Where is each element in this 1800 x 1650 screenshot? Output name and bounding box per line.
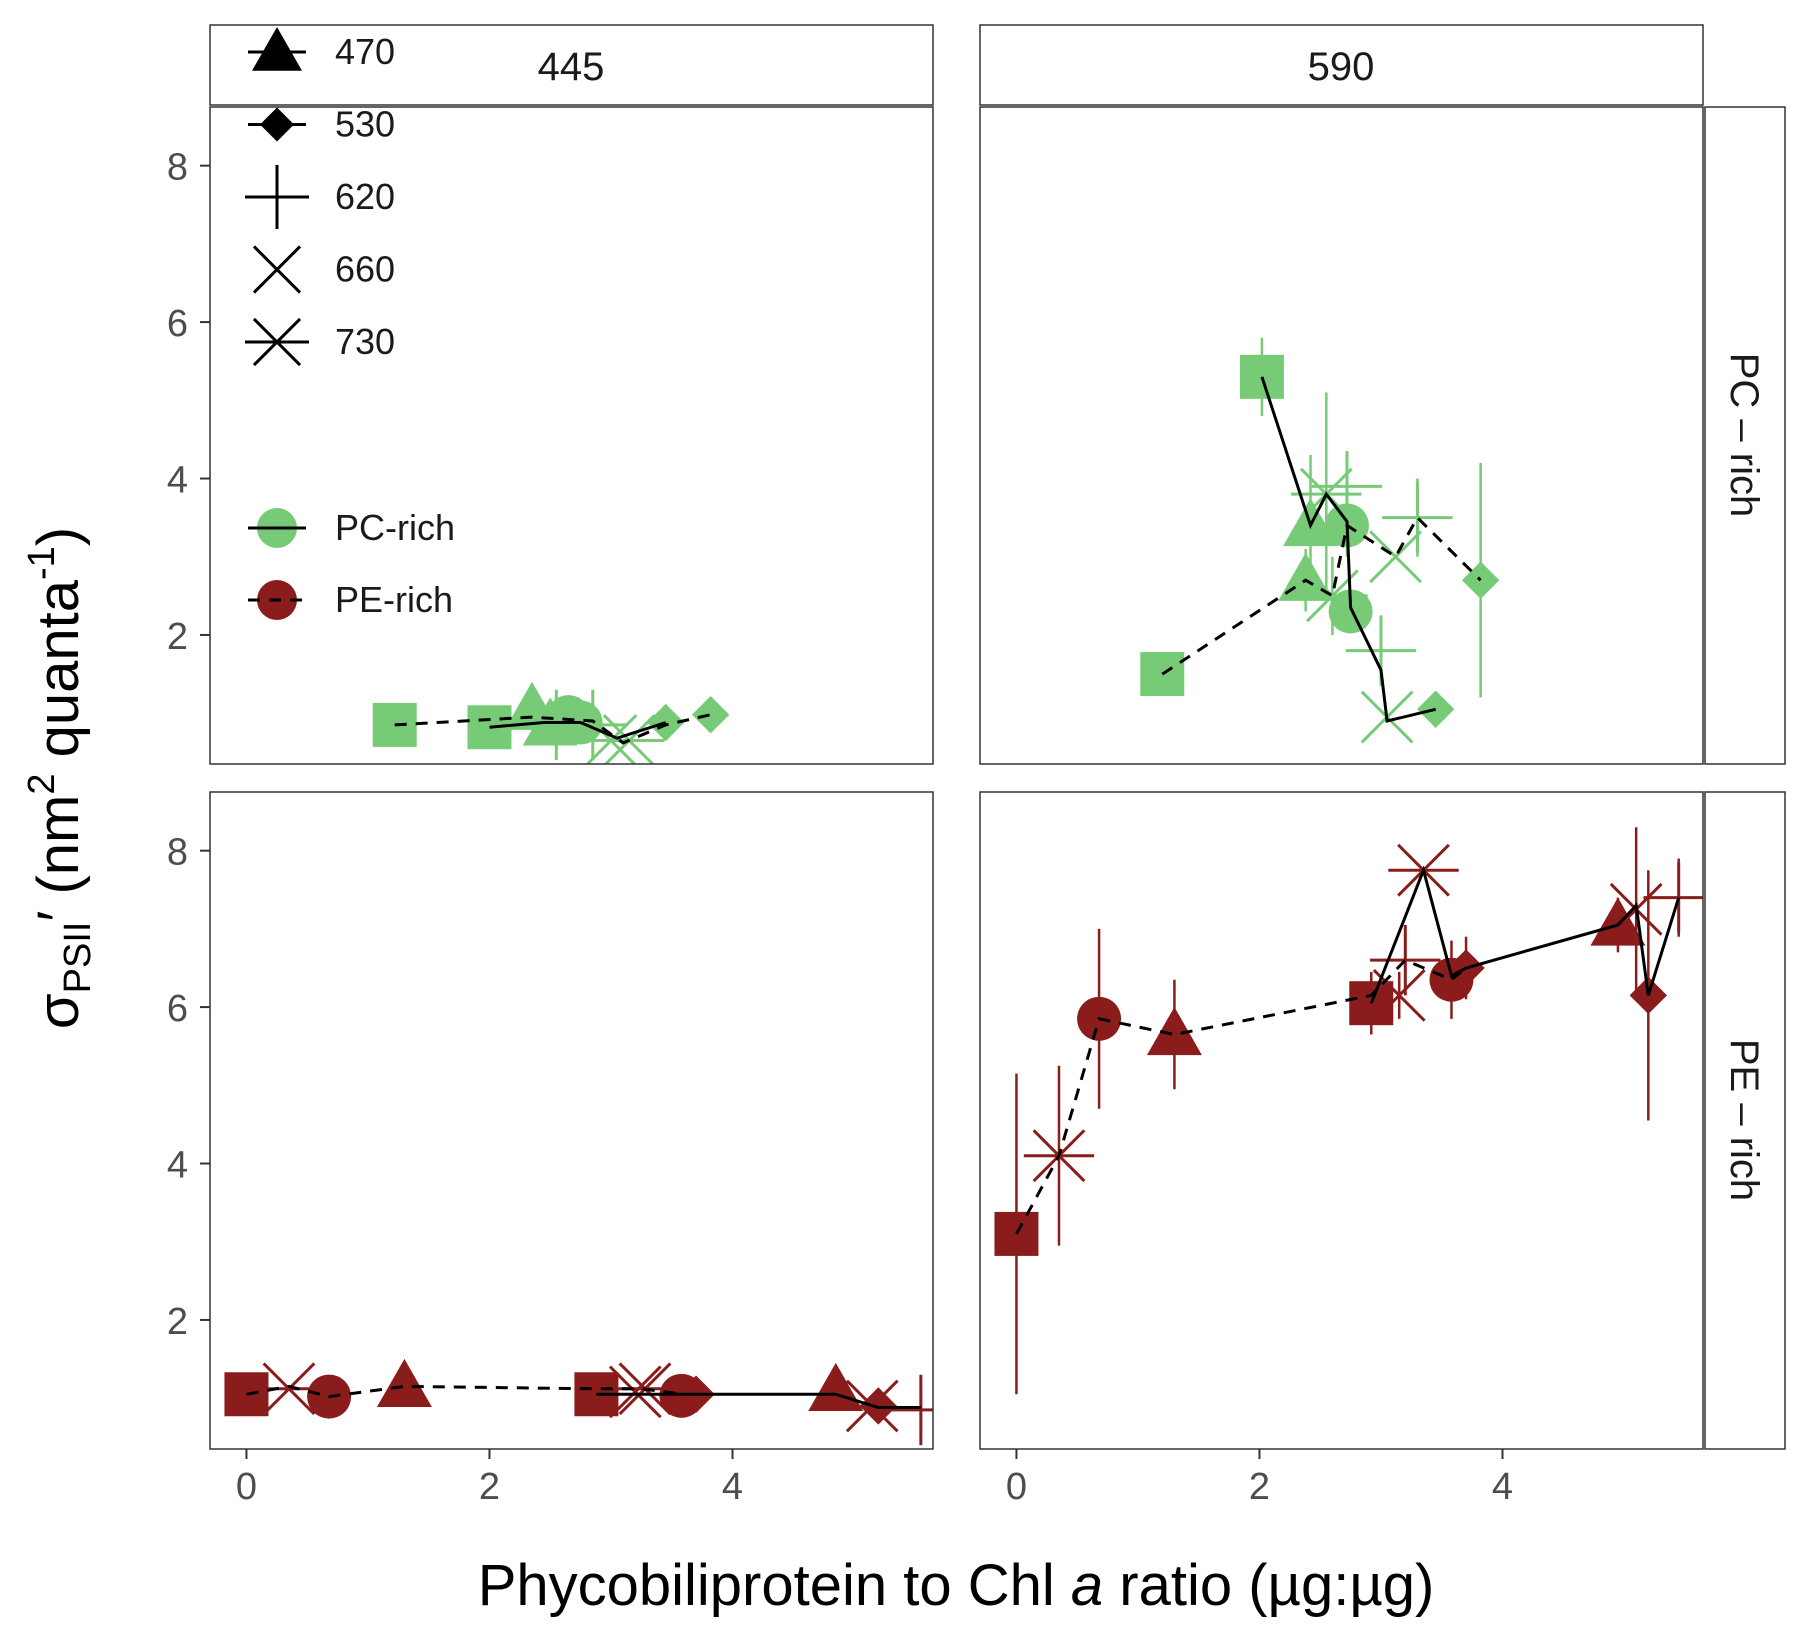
group-legend: PC-rich PE-rich [248,507,455,620]
series-line-solid [1369,865,1681,1004]
panel-590-pe-rich [979,791,1704,1450]
x-tick-label: 4 [1492,1466,1513,1508]
panel-border [979,106,1704,765]
shape-legend-item-620: 620 [245,165,395,229]
panel-background [210,792,933,1449]
facet-column-label-445: 445 [538,45,605,89]
data-point-diamond [691,696,730,734]
x-tick-label: 2 [479,1466,500,1508]
data-point-cross [1369,530,1422,584]
series-line-solid [489,721,667,740]
panel-445-pc-rich [209,106,934,765]
y-tick-label: 4 [167,460,188,502]
data-point-plus [557,689,628,761]
y-tick-label: 8 [167,832,188,874]
series-line-solid [1260,376,1437,723]
y-tick-label: 2 [167,1301,188,1343]
data-point-plus [1311,451,1383,522]
panel-border [209,106,934,765]
x-axis-right: 0 2 4 [1006,1449,1513,1508]
panel-445-pe-rich [209,791,934,1450]
data-point-plus [1382,482,1453,553]
data-point-plus [1370,924,1441,996]
cross-icon [252,245,302,294]
y-tick-label: 4 [167,1145,188,1187]
data-point-cross [608,1365,662,1419]
group-legend-item-PC-rich: PC-rich [248,507,455,548]
facet-row-label-pc-rich: PC – rich [1722,353,1766,518]
y-axis-title: σPSII′ (nm2 quanta-1) [21,527,99,1029]
series-line-dashed [1015,958,1468,1235]
panel-border [979,791,1704,1450]
triangle-icon [252,27,302,71]
shape-legend-label: 530 [335,104,395,145]
group-legend-item-PE-rich: PE-rich [248,579,453,620]
data-point-triangle [1590,897,1646,946]
x-axis-title: Phycobiliprotein to Chl a ratio (µg:µg) [478,1553,1435,1618]
data-point-circle [1328,589,1373,634]
series-line-solid [596,1392,921,1409]
data-point-diamond [1461,561,1500,599]
x-tick-label: 2 [1249,1466,1270,1508]
plus-icon [245,165,309,229]
data-point-plus [885,1374,933,1446]
group-legend-label: PE-rich [335,579,453,620]
asterisk-icon [245,317,309,367]
series-line-dashed [394,713,711,745]
shape-legend-item-530: 530 [248,104,395,145]
data-point-plus [1643,862,1703,933]
shape-legend-label: 730 [335,321,395,362]
facet-strip-pc-rich [1704,106,1786,765]
panel-background [980,792,1703,1449]
data-point-square [372,702,417,747]
y-tick-label: 2 [167,616,188,658]
y-tick-label: 8 [167,147,188,189]
data-point-square [994,1211,1039,1256]
shape-legend-item-730: 730 [245,317,395,367]
shape-legend-label: 620 [335,176,395,217]
data-point-square [224,1372,269,1417]
series-line-dashed [246,1384,685,1399]
facet-row-label-pe-rich: PE – rich [1722,1039,1766,1201]
y-axis-top: 2 4 6 8 [167,147,210,658]
panel-background [980,107,1703,764]
data-point-triangle [1146,1006,1202,1056]
facet-strip-590 [979,24,1704,106]
panel-590-pc-rich [979,106,1704,765]
y-tick-label: 6 [167,988,188,1030]
facet-column-label-590: 590 [1308,45,1375,89]
data-point-square [1140,652,1185,697]
group-legend-label: PC-rich [335,507,455,548]
shape-legend-label: 660 [335,249,395,290]
shape-legend-item-660: 660 [252,245,395,294]
facet-strip-445 [209,24,934,106]
x-tick-label: 0 [236,1466,257,1508]
x-tick-label: 0 [1006,1466,1027,1508]
shape-legend: 470 530 620 660 730 [245,27,395,367]
x-axis-left: 0 2 4 [236,1449,743,1508]
panel-border [209,791,934,1450]
shape-legend-item-470: 470 [248,27,395,72]
x-tick-label: 4 [722,1466,743,1508]
series-line-dashed [1161,515,1482,676]
y-axis-bottom: 2 4 6 8 [167,832,210,1343]
facet-strip-pe-rich [1704,791,1786,1450]
y-tick-label: 6 [167,303,188,345]
shape-legend-label: 470 [335,31,395,72]
panel-background [210,107,933,764]
data-point-triangle [376,1358,432,1408]
